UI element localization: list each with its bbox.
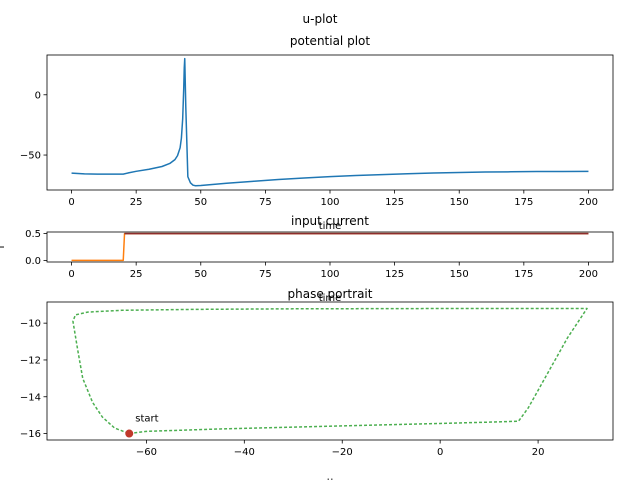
potential-axes-frame: [46, 54, 614, 191]
potential-xtick-label: 0: [68, 197, 74, 208]
current-xtick-label: 200: [579, 269, 598, 280]
phase-start-annotation: start: [135, 414, 158, 425]
current-ylabel: I: [0, 246, 7, 249]
potential-plot-axes: 0 25 50 75 100 125 150 175 200 0 −50 time potential …: [20, 34, 614, 232]
phase-ytick-label: −16: [20, 429, 41, 440]
phase-portrait-axes: start −60 −40 −20 0 20 −10 −12 −14 −16 u phase port…: [20, 287, 614, 480]
phase-xtick-label: −60: [136, 447, 157, 458]
current-ytick-label: 0.0: [25, 256, 41, 267]
potential-xtick-label: 50: [194, 197, 207, 208]
phase-xtick-label: −40: [234, 447, 255, 458]
current-axes-frame: [46, 231, 614, 263]
potential-xtick-label: 150: [450, 197, 469, 208]
phase-xtick-label: 0: [437, 447, 443, 458]
phase-xtick-label: −20: [332, 447, 353, 458]
potential-xtick-label: 175: [514, 197, 533, 208]
potential-xtick-label: 100: [320, 197, 339, 208]
figure-suptitle: u-plot: [303, 12, 338, 26]
current-xtick-label: 75: [259, 269, 272, 280]
phase-title: phase portrait: [288, 287, 373, 301]
phase-xtick-label: 20: [532, 447, 545, 458]
potential-ytick-label: −50: [20, 151, 41, 162]
current-series-line-0: [71, 232, 589, 262]
phase-ytick-label: −14: [20, 392, 41, 403]
phase-axes-frame: [46, 301, 614, 441]
current-xtick-label: 125: [385, 269, 404, 280]
potential-xtick-label: 125: [385, 197, 404, 208]
potential-xtick-label: 75: [259, 197, 272, 208]
potential-series-line-0: [71, 57, 589, 187]
current-xtick-label: 150: [450, 269, 469, 280]
current-xtick-label: 0: [68, 269, 74, 280]
current-title: input current: [291, 214, 369, 228]
current-ytick-label: 0.5: [25, 229, 41, 240]
phase-xlabel: u: [327, 476, 333, 480]
phase-start-marker: [125, 429, 134, 438]
current-xtick-label: 50: [194, 269, 207, 280]
input-current-axes: 0 25 50 75 100 125 150 175 200 0.0 0.5 time Iinput c…: [0, 214, 614, 304]
current-xlabel: time: [319, 293, 342, 304]
potential-xlabel: time: [319, 221, 342, 232]
potential-ytick-label: 0: [35, 90, 41, 101]
phase-ytick-label: −12: [20, 355, 41, 366]
potential-xtick-label: 200: [579, 197, 598, 208]
current-xtick-label: 25: [130, 269, 143, 280]
current-xtick-label: 100: [320, 269, 339, 280]
potential-xtick-label: 25: [130, 197, 143, 208]
phase-series-line-0: [72, 307, 588, 435]
current-xtick-label: 175: [514, 269, 533, 280]
phase-ytick-label: −10: [20, 319, 41, 330]
potential-title: potential plot: [290, 34, 370, 48]
